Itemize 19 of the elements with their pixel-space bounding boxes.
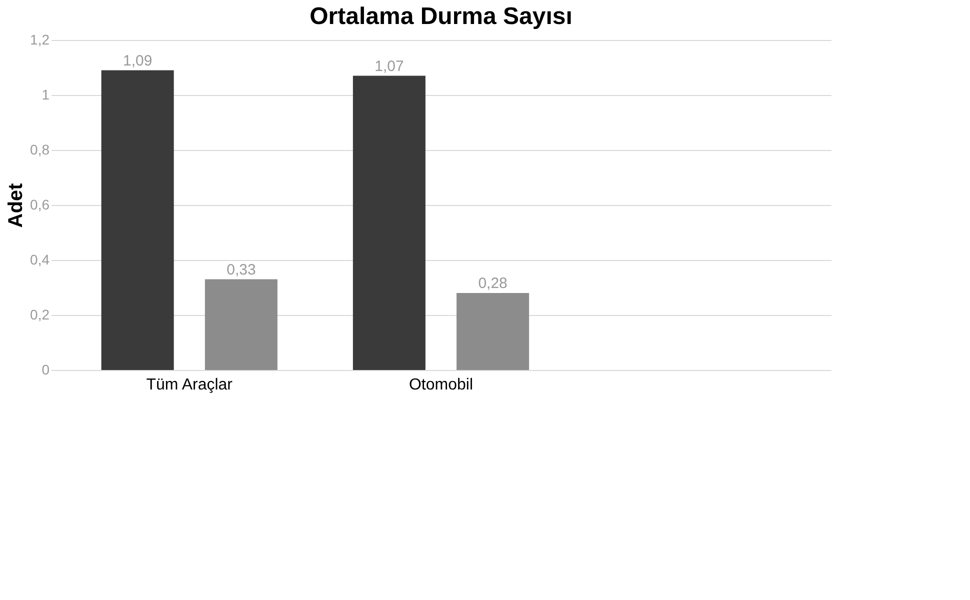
data-label: 0,28 xyxy=(478,275,508,292)
data-label: 1,07 xyxy=(374,58,404,75)
x-tick-label: Otomobil xyxy=(408,376,474,394)
y-tick-label: 1 xyxy=(42,86,50,102)
bar xyxy=(352,76,426,370)
y-tick-label: 0,4 xyxy=(30,252,50,268)
chart-title: Ortalama Durma Sayısı xyxy=(310,3,572,30)
bar xyxy=(101,70,174,370)
data-label: 1,09 xyxy=(122,52,152,70)
y-tick-label: 0,8 xyxy=(30,142,50,158)
y-axis-title: Adet xyxy=(5,182,28,228)
bar xyxy=(456,293,530,370)
x-tick-label: Tüm Araçlar xyxy=(146,376,234,394)
y-tick-label: 0,2 xyxy=(30,306,50,322)
y-tick-label: 0,6 xyxy=(30,196,50,212)
y-tick-label: 1,2 xyxy=(30,32,50,48)
bar xyxy=(204,279,278,370)
data-label: 0,33 xyxy=(226,261,256,278)
y-tick-label: 0 xyxy=(42,362,50,378)
